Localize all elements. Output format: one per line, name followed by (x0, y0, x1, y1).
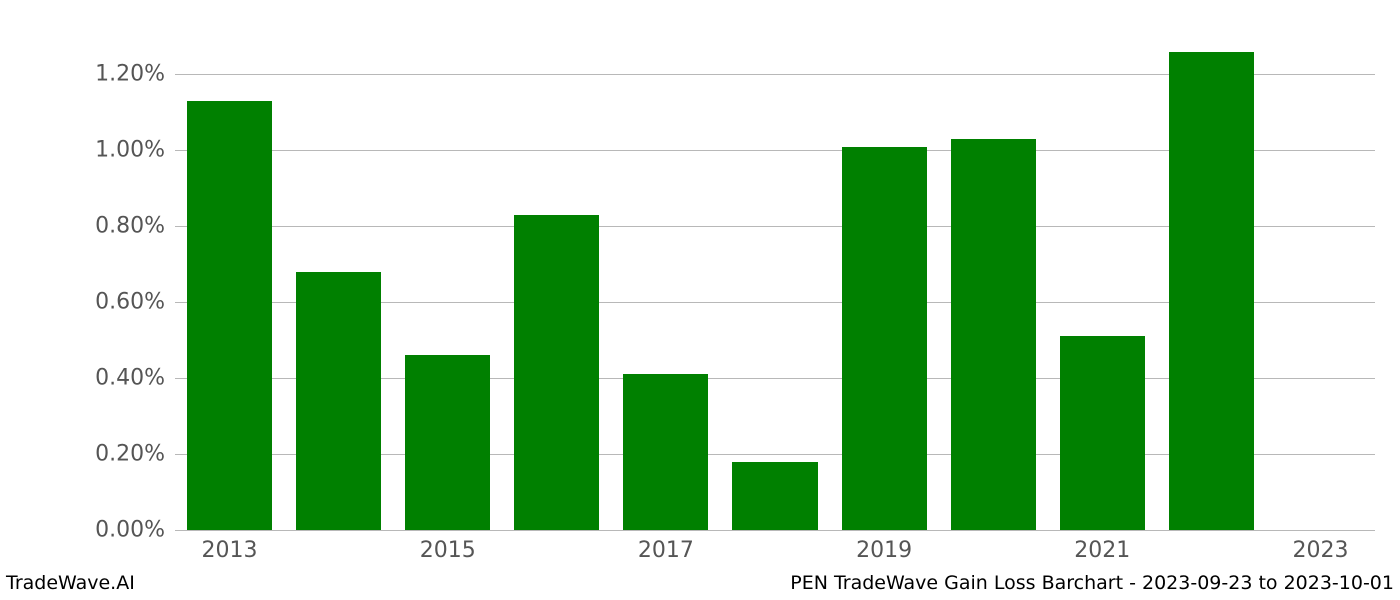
x-tick-label: 2017 (638, 530, 694, 563)
y-tick-label: 0.20% (95, 442, 175, 467)
bar (842, 147, 927, 530)
plot-area: 0.00%0.20%0.40%0.60%0.80%1.00%1.20%20132… (175, 25, 1375, 530)
y-tick-label: 1.00% (95, 138, 175, 163)
bar (296, 272, 381, 530)
x-tick-label: 2021 (1074, 530, 1130, 563)
bar (623, 374, 708, 530)
footer-caption: PEN TradeWave Gain Loss Barchart - 2023-… (790, 572, 1394, 594)
x-tick-label: 2023 (1292, 530, 1348, 563)
x-tick-label: 2015 (420, 530, 476, 563)
bar (187, 101, 272, 530)
bar (514, 215, 599, 530)
bar (951, 139, 1036, 530)
y-tick-label: 0.40% (95, 366, 175, 391)
gain-loss-barchart: 0.00% 0.20% 0.40% 0.60% 0.80% 1.00% 1.20% 2013 2… (0, 0, 1400, 600)
y-gridline (175, 530, 1375, 531)
x-tick-label: 2019 (856, 530, 912, 563)
bar (1169, 52, 1254, 530)
y-tick-label: 1.20% (95, 62, 175, 87)
y-tick-label: 0.80% (95, 214, 175, 239)
bar (1060, 336, 1145, 530)
bar (405, 355, 490, 530)
bar (732, 462, 817, 530)
y-tick-label: 0.00% (95, 518, 175, 543)
footer-brand: TradeWave.AI (6, 572, 135, 594)
x-tick-label: 2013 (202, 530, 258, 563)
y-tick-label: 0.60% (95, 290, 175, 315)
